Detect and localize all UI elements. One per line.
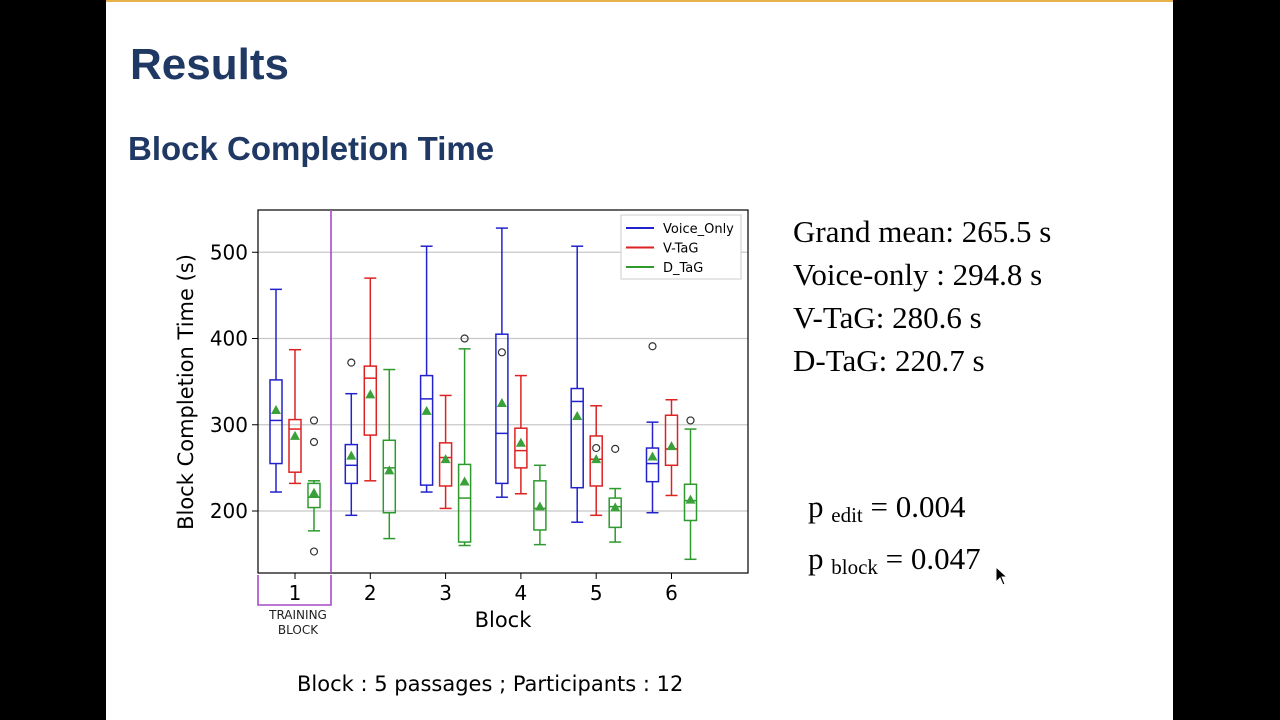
mean-marker <box>384 465 395 475</box>
top-accent-line <box>106 0 1173 2</box>
training-bracket <box>257 575 332 606</box>
y-tick-label: 200 <box>210 499 248 523</box>
mean-marker <box>365 389 376 399</box>
box-d-tag-block-5 <box>608 444 622 543</box>
box-d-tag-block-3 <box>457 334 472 547</box>
outlier-point <box>309 547 319 556</box>
outlier-point <box>347 358 356 367</box>
y-axis-title: Block Completion Time (s) <box>174 254 198 530</box>
outlier-point <box>592 443 601 453</box>
mean-marker <box>666 441 677 451</box>
box-v-tag-block-5 <box>589 405 603 517</box>
mean-marker <box>534 501 545 511</box>
box-iqr <box>608 497 622 529</box>
box-d-tag-block-2 <box>382 368 397 540</box>
p-values-block: p edit = 0.004 p block = 0.047 <box>808 485 981 589</box>
mouse-pointer-icon <box>995 566 1009 586</box>
legend: Voice_Only V-TaG D_TaG <box>620 214 742 280</box>
box-iqr <box>645 447 660 483</box>
box-iqr <box>269 379 283 465</box>
mean-marker <box>591 454 602 464</box>
training-block-label: BLOCK <box>278 623 319 637</box>
box-iqr <box>288 418 302 473</box>
mean-marker <box>610 502 621 512</box>
outlier-point <box>309 437 319 447</box>
page-title: Results <box>130 40 289 89</box>
x-axis-title: Block <box>475 608 533 632</box>
box-iqr <box>683 483 698 522</box>
box-iqr <box>307 482 321 509</box>
box-plot-chart: 200 300 400 500 1 2 3 4 5 6 Block Block Completion … <box>174 209 749 637</box>
mean-marker <box>647 451 658 461</box>
box-iqr <box>419 374 434 486</box>
box-d-tag-block-1 <box>307 416 321 556</box>
box-voice-only-block-3 <box>419 245 434 493</box>
box-d-tag-block-6 <box>683 416 698 561</box>
legend-label: Voice_Only <box>663 222 734 237</box>
x-tick-label: 3 <box>439 581 452 605</box>
box-d-tag-block-4 <box>533 464 547 546</box>
outlier-point <box>648 342 657 351</box>
mean-marker <box>572 410 583 420</box>
box-iqr <box>457 463 472 543</box>
x-tick-label: 4 <box>515 581 528 605</box>
x-tick-label: 2 <box>364 581 377 605</box>
box-iqr <box>589 435 603 487</box>
p-edit-text: p edit = 0.004 <box>808 489 966 527</box>
v-tag-mean-text: V-TaG: 280.6 s <box>793 300 982 335</box>
y-tick-label: 300 <box>210 413 248 437</box>
box-iqr <box>570 387 584 489</box>
box-iqr <box>382 439 397 514</box>
mean-marker <box>309 487 319 497</box>
x-tick-label: 1 <box>289 581 302 605</box>
d-tag-mean-text: D-TaG: 220.7 s <box>793 343 985 378</box>
outlier-point <box>686 416 695 425</box>
legend-label: V-TaG <box>663 242 698 257</box>
box-v-tag-block-4 <box>514 374 528 495</box>
outlier-point <box>309 416 319 425</box>
box-voice-only-block-2 <box>344 358 359 517</box>
box-iqr <box>533 480 547 531</box>
outlier-point <box>611 444 620 453</box>
x-tick-label: 5 <box>590 581 603 605</box>
slide-subtitle: Block Completion Time <box>128 130 495 167</box>
stats-block: Grand mean: 265.5 s Voice-only : 294.8 s… <box>793 210 1051 382</box>
outlier-point <box>460 334 469 343</box>
footnote-text: Block : 5 passages ; Participants : 12 <box>297 672 684 696</box>
mean-marker <box>271 404 281 414</box>
box-voice-only-block-1 <box>269 288 283 493</box>
p-block-text: p block = 0.047 <box>808 541 981 579</box>
y-tick-label: 500 <box>210 240 248 264</box>
box-v-tag-block-3 <box>438 394 453 510</box>
x-tick-label: 6 <box>665 581 678 605</box>
box-v-tag-block-2 <box>363 277 378 482</box>
box-iqr <box>438 442 453 487</box>
slide: Results Block Completion Time 200 300 400 5… <box>106 0 1173 720</box>
y-tick-label: 400 <box>210 327 248 351</box>
box-v-tag-block-1 <box>288 348 302 485</box>
box-voice-only-block-4 <box>495 227 509 498</box>
box-v-tag-block-6 <box>664 398 679 497</box>
box-iqr <box>363 365 378 436</box>
box-iqr <box>664 414 679 467</box>
box-iqr <box>495 333 509 485</box>
box-voice-only-block-6 <box>645 342 660 514</box>
mean-marker <box>459 476 470 486</box>
box-voice-only-block-5 <box>570 245 584 523</box>
mean-marker <box>496 398 507 408</box>
box-iqr <box>344 443 359 485</box>
outlier-point <box>497 348 506 357</box>
box-iqr <box>514 427 528 469</box>
plot-frame <box>257 209 749 574</box>
mean-marker <box>515 437 526 447</box>
mean-marker <box>685 494 696 504</box>
training-block-label: TRAINING <box>268 608 327 622</box>
voice-only-mean-text: Voice-only : 294.8 s <box>793 257 1043 292</box>
mean-marker <box>346 450 357 460</box>
legend-label: D_TaG <box>663 261 703 276</box>
mean-marker <box>440 454 451 464</box>
mean-marker <box>421 405 432 415</box>
mean-marker <box>290 430 300 440</box>
grand-mean-text: Grand mean: 265.5 s <box>793 214 1052 249</box>
